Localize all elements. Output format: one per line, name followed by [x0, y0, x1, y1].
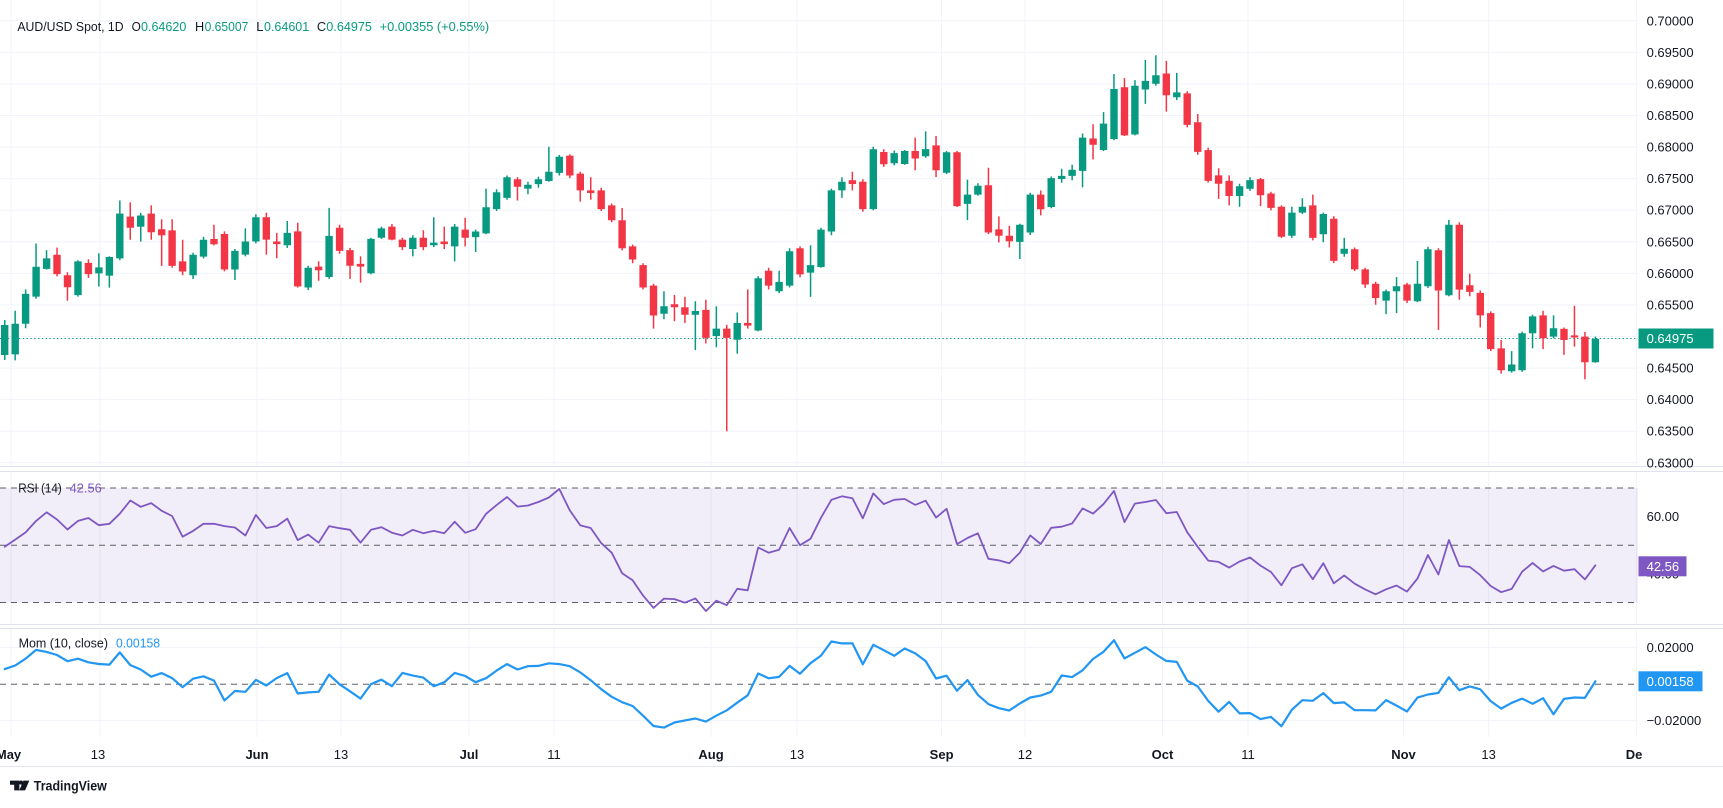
- svg-text:Aug: Aug: [698, 747, 723, 762]
- svg-text:0.67500: 0.67500: [1647, 171, 1694, 186]
- svg-text:13: 13: [334, 747, 348, 762]
- svg-text:42.56: 42.56: [1647, 559, 1680, 574]
- svg-text:0.66000: 0.66000: [1647, 266, 1694, 281]
- svg-text:0.69000: 0.69000: [1647, 76, 1694, 91]
- svg-text:0.66500: 0.66500: [1647, 234, 1694, 249]
- svg-text:TradingView: TradingView: [34, 779, 107, 794]
- svg-text:42.56: 42.56: [70, 481, 102, 495]
- svg-text:13: 13: [91, 747, 105, 762]
- svg-text:0.68000: 0.68000: [1647, 140, 1694, 155]
- svg-text:0.64000: 0.64000: [1647, 392, 1694, 407]
- svg-text:O: O: [132, 19, 141, 34]
- svg-text:0.67000: 0.67000: [1647, 203, 1694, 218]
- svg-text:0.64620: 0.64620: [141, 19, 186, 34]
- svg-text:−0.02000: −0.02000: [1647, 713, 1702, 728]
- svg-text:0.64601: 0.64601: [264, 19, 309, 34]
- svg-text:Jul: Jul: [460, 747, 479, 762]
- svg-text:60.00: 60.00: [1647, 509, 1680, 524]
- svg-text:0.68500: 0.68500: [1647, 108, 1694, 123]
- svg-text:11: 11: [547, 747, 561, 762]
- svg-text:0.64975: 0.64975: [326, 19, 372, 34]
- svg-text:C: C: [317, 19, 326, 34]
- svg-text:0.65007: 0.65007: [205, 19, 249, 34]
- svg-text:Mom (10, close): Mom (10, close): [19, 636, 108, 650]
- svg-text:AUD/USD Spot, 1D: AUD/USD Spot, 1D: [17, 19, 123, 34]
- svg-text:11: 11: [1241, 747, 1255, 762]
- svg-text:L: L: [256, 19, 263, 34]
- svg-text:RSI (14): RSI (14): [18, 481, 62, 495]
- svg-text:Jun: Jun: [245, 747, 268, 762]
- svg-text:13: 13: [1481, 747, 1495, 762]
- svg-text:+0.00355 (+0.55%): +0.00355 (+0.55%): [380, 19, 490, 34]
- svg-text:0.64500: 0.64500: [1647, 361, 1694, 376]
- svg-text:0.63000: 0.63000: [1647, 455, 1694, 470]
- svg-text:Nov: Nov: [1391, 747, 1416, 762]
- svg-text:0.00158: 0.00158: [1647, 674, 1694, 689]
- svg-text:H: H: [195, 19, 204, 34]
- svg-text:Sep: Sep: [930, 747, 954, 762]
- svg-text:0.69500: 0.69500: [1647, 45, 1694, 60]
- svg-text:12: 12: [1018, 747, 1032, 762]
- svg-text:0.70000: 0.70000: [1647, 13, 1694, 28]
- svg-text:0.64975: 0.64975: [1647, 331, 1694, 346]
- svg-text:0.63500: 0.63500: [1647, 424, 1694, 439]
- svg-text:0.02000: 0.02000: [1647, 640, 1694, 655]
- svg-text:13: 13: [790, 747, 804, 762]
- svg-text:De: De: [1626, 747, 1643, 762]
- svg-text:May: May: [0, 747, 22, 762]
- svg-text:0.00158: 0.00158: [116, 636, 160, 650]
- svg-text:0.65500: 0.65500: [1647, 297, 1694, 312]
- svg-text:Oct: Oct: [1152, 747, 1174, 762]
